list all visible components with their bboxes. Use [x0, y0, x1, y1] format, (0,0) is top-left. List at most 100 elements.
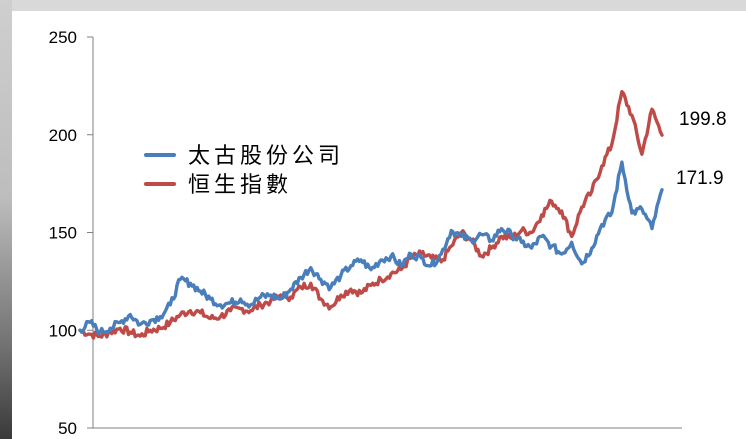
- data-point: [601, 223, 603, 226]
- data-point: [651, 108, 653, 111]
- data-point: [330, 306, 332, 308]
- data-point: [259, 296, 262, 298]
- data-point: [450, 229, 453, 232]
- data-point: [289, 288, 292, 291]
- data-point: [139, 335, 141, 337]
- data-point: [611, 212, 613, 214]
- data-point: [570, 241, 573, 244]
- data-point: [631, 114, 633, 116]
- data-point: [249, 309, 252, 312]
- data-point: [651, 227, 653, 230]
- data-point: [229, 309, 232, 312]
- data-point: [320, 278, 322, 281]
- data-point: [99, 331, 101, 334]
- data-point: [310, 282, 312, 285]
- data-point: [591, 190, 593, 193]
- data-point: [149, 329, 151, 332]
- data-point: [661, 188, 663, 191]
- y-tick-label: 100: [49, 321, 77, 340]
- data-point: [570, 235, 573, 238]
- axes: 250 200 150 100 50: [49, 28, 682, 438]
- data-point: [300, 276, 302, 279]
- data-point: [530, 247, 533, 249]
- data-point: [279, 294, 282, 296]
- data-point: [430, 257, 433, 259]
- series-line: [78, 90, 664, 340]
- data-point: [259, 304, 262, 306]
- data-point: [550, 245, 553, 247]
- data-point: [199, 290, 202, 292]
- data-point: [560, 210, 563, 212]
- data-point: [239, 298, 242, 300]
- data-point: [410, 253, 412, 255]
- data-point: [199, 311, 202, 314]
- data-point: [119, 327, 121, 330]
- data-point: [189, 309, 192, 312]
- data-point: [279, 298, 282, 300]
- data-point: [601, 165, 603, 167]
- y-tick-label: 50: [58, 419, 77, 438]
- data-point: [129, 331, 131, 334]
- data-point: [661, 134, 663, 136]
- data-point: [420, 257, 423, 259]
- data-point: [89, 321, 91, 324]
- data-point: [520, 229, 523, 232]
- data-point: [159, 315, 162, 318]
- series-layer: [78, 90, 664, 340]
- data-point: [289, 296, 292, 298]
- data-point: [169, 321, 172, 324]
- data-point: [621, 161, 623, 163]
- data-point: [229, 302, 232, 304]
- data-point: [380, 259, 382, 261]
- data-point: [621, 90, 623, 93]
- data-point: [440, 261, 443, 263]
- data-point: [490, 239, 493, 242]
- data-point: [400, 264, 402, 267]
- data-point: [480, 233, 483, 236]
- data-point: [340, 294, 342, 296]
- data-point: [179, 313, 182, 316]
- data-point: [530, 231, 533, 234]
- series-1: [78, 90, 664, 340]
- data-point: [129, 313, 131, 316]
- data-point: [380, 278, 382, 281]
- data-point: [330, 286, 332, 289]
- data-point: [239, 307, 242, 310]
- data-point: [169, 304, 172, 306]
- data-point: [350, 264, 352, 267]
- data-point: [500, 235, 503, 238]
- data-point: [510, 233, 513, 236]
- data-point: [219, 315, 222, 318]
- data-point: [460, 235, 463, 238]
- data-point: [370, 268, 372, 271]
- data-point: [350, 288, 352, 291]
- data-point: [300, 286, 302, 289]
- series-0: [78, 160, 664, 336]
- y-tick-label: 150: [49, 224, 77, 243]
- data-point: [550, 200, 553, 202]
- series-end-label: 199.8: [679, 109, 727, 130]
- data-point: [490, 247, 493, 249]
- data-point: [360, 259, 362, 261]
- data-point: [149, 319, 151, 322]
- data-point: [480, 255, 483, 257]
- data-point: [400, 268, 402, 271]
- data-point: [390, 255, 392, 257]
- data-point: [611, 143, 613, 146]
- data-point: [179, 278, 182, 281]
- data-point: [340, 274, 342, 277]
- data-point: [119, 321, 121, 324]
- data-point: [540, 214, 543, 216]
- end-labels: 199.8 171.9: [676, 109, 727, 189]
- data-point: [249, 304, 252, 306]
- data-point: [370, 284, 372, 287]
- data-point: [470, 239, 473, 242]
- data-point: [360, 292, 362, 294]
- window-frame-top: [0, 0, 746, 11]
- data-point: [99, 335, 101, 337]
- data-point: [631, 212, 633, 214]
- data-point: [500, 227, 503, 230]
- series-end-label: 171.9: [676, 168, 724, 189]
